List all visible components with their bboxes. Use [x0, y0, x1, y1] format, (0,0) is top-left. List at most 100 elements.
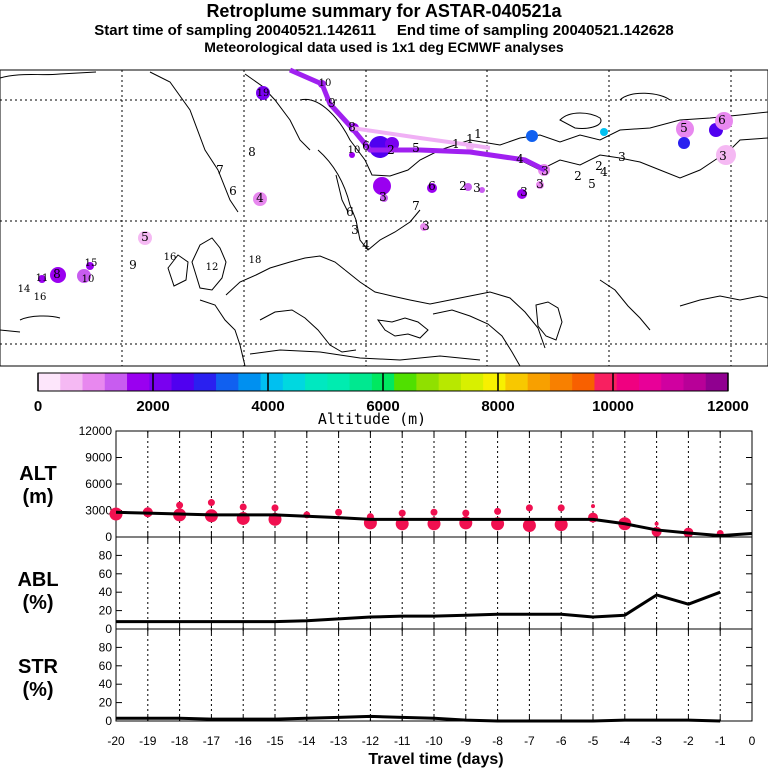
map-cluster-label: 9 — [129, 258, 137, 272]
colorbar-cell — [149, 373, 173, 391]
map-cluster-label: 5 — [588, 177, 596, 191]
map-cluster-label: 6 — [362, 139, 370, 153]
map-cluster-label: 2 — [387, 143, 395, 157]
colorbar-cell — [171, 373, 195, 391]
y-tick-label: 20 — [99, 696, 113, 710]
map-cluster-marker — [464, 183, 472, 191]
map-cluster-marker — [373, 177, 391, 195]
map-cluster-label: 8 — [53, 267, 61, 281]
colorbar-cell — [216, 373, 239, 391]
x-tick-label: -5 — [588, 734, 599, 748]
map-cluster-label: 3 — [719, 149, 727, 163]
map-cluster-label: 5 — [141, 230, 149, 244]
alt-cluster-point — [462, 509, 470, 517]
colorbar-cell — [260, 373, 284, 391]
abl-label: ABL — [17, 569, 58, 591]
colorbar-cell — [638, 373, 662, 391]
x-tick-label: -8 — [492, 734, 503, 748]
colorbar-cell — [616, 373, 640, 391]
met-data-label: Meteorological data used is 1x1 deg ECMW… — [204, 39, 564, 55]
time-series-panels: ALT (m) ABL (%) STR (%) 0300060009000120… — [17, 424, 755, 748]
map-clusters — [38, 80, 736, 283]
map-cluster-marker — [600, 128, 608, 136]
alt-cluster-point — [522, 519, 536, 533]
colorbar-cell — [483, 373, 506, 391]
x-tick-label: -6 — [556, 734, 567, 748]
y-tick-label: 0 — [105, 530, 112, 544]
colorbar-cell — [705, 373, 729, 391]
map-cluster-label: 4 — [256, 191, 264, 205]
map-cluster-label: 2 — [595, 159, 603, 173]
y-tick-label: 0 — [105, 714, 112, 728]
map-cluster-label: 12 — [206, 262, 219, 273]
colorbar-cell — [104, 373, 128, 391]
str-unit: (%) — [22, 679, 53, 701]
colorbar-cell — [38, 373, 61, 391]
y-tick-label: 9000 — [85, 451, 112, 465]
end-time-label: End time of sampling 20040521.142628 — [396, 22, 674, 39]
colorbar-cell — [594, 373, 618, 391]
y-tick-label: 3000 — [85, 504, 112, 518]
map-cluster-marker — [715, 112, 733, 130]
alt-cluster-point — [335, 508, 343, 516]
map-cluster-label: 4 — [600, 165, 608, 179]
map-cluster-label: 5 — [412, 141, 420, 155]
map-cluster-label: 6 — [229, 184, 237, 198]
colorbar-title: Altitude (m) — [318, 410, 426, 428]
x-tick-label: -2 — [683, 734, 694, 748]
colorbar-cell — [349, 373, 373, 391]
colorbar-tick-label: 2000 — [136, 398, 169, 415]
colorbar-tick-label: 8000 — [481, 398, 514, 415]
map-cluster-label: 2 — [459, 179, 467, 193]
colorbar-cell — [438, 373, 462, 391]
map-cluster-label: 19 — [257, 88, 270, 99]
colorbar-cell — [305, 373, 328, 391]
retroplume-centroid-track — [288, 67, 547, 173]
x-tick-label: -19 — [139, 734, 157, 748]
x-tick-label: 0 — [749, 734, 756, 748]
colorbar-cell — [82, 373, 106, 391]
map-cluster-label: 11 — [36, 273, 49, 284]
x-axis-title: Travel time (days) — [368, 751, 503, 768]
x-tick-label: -18 — [171, 734, 189, 748]
map-cluster-marker — [676, 120, 694, 138]
map-cluster-label: 9 — [328, 96, 336, 110]
alt-cluster-point — [494, 507, 502, 515]
map-cluster-label: 1 — [474, 127, 482, 141]
chart-title: Retroplume summary for ASTAR-040521a — [206, 1, 562, 21]
y-tick-label: 60 — [99, 567, 113, 581]
sampling-times: Start time of sampling 20040521.142611 E… — [0, 22, 768, 39]
alt-cluster-point — [207, 499, 215, 507]
map-cluster-marker — [678, 137, 690, 149]
colorbar-cell — [394, 373, 417, 391]
map-cluster-marker — [536, 181, 544, 189]
map-cluster-label: 15 — [85, 258, 98, 269]
colorbar-cell — [505, 373, 529, 391]
alt-cluster-point — [239, 503, 247, 511]
map-cluster-label: 1 — [466, 132, 474, 146]
map-cluster-label: 16 — [164, 252, 177, 263]
colorbar: 0 2000 4000 6000 8000 10000 12000 Altitude (m) — [34, 372, 749, 428]
alt-unit: (m) — [22, 486, 53, 508]
x-tick-label: -13 — [330, 734, 348, 748]
colorbar-tick-label: 0 — [34, 398, 42, 415]
map-cluster-label: 16 — [34, 292, 47, 303]
track-line-pink — [351, 126, 491, 150]
title-block: Retroplume summary for ASTAR-040521a Sta… — [0, 0, 768, 55]
colorbar-cell — [460, 373, 484, 391]
colorbar-cell — [549, 373, 573, 391]
alt-cluster-point — [654, 521, 659, 526]
x-tick-label: -14 — [298, 734, 316, 748]
map-cluster-label: 3 — [618, 150, 626, 164]
map-cluster-marker — [253, 192, 267, 206]
colorbar-tick-label: 4000 — [251, 398, 284, 415]
map-cluster-marker — [138, 231, 152, 245]
colorbar-cell — [327, 373, 351, 391]
map-cluster-label: 3 — [379, 190, 387, 204]
x-tick-label: -20 — [107, 734, 125, 748]
abl-unit: (%) — [22, 592, 53, 614]
colorbar-tick-label: 6000 — [366, 398, 399, 415]
colorbar-cell — [238, 373, 262, 391]
